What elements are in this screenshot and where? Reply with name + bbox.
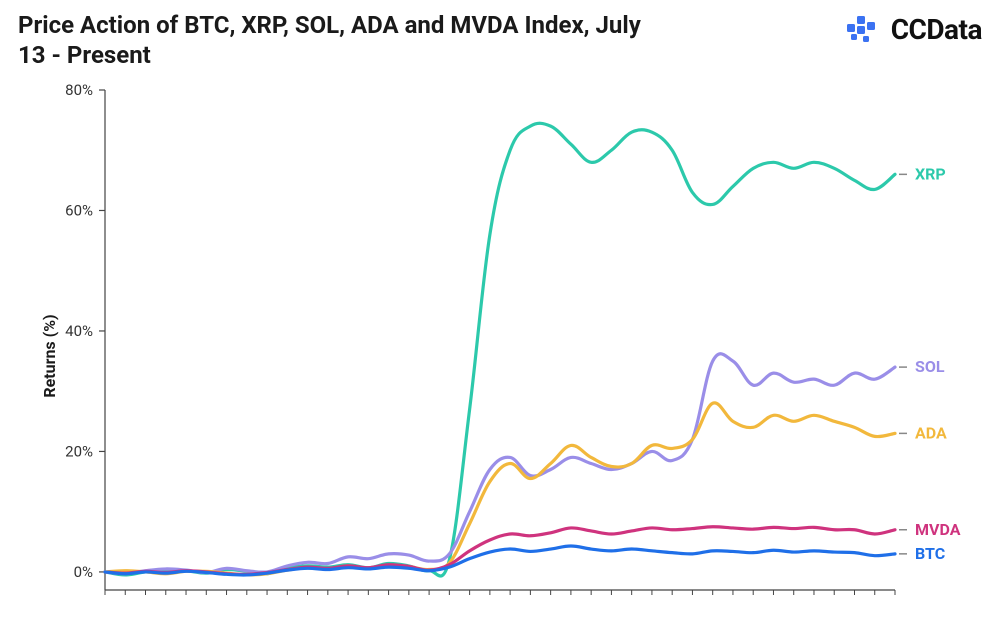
logo-icon (843, 12, 881, 46)
series-line-xrp (105, 123, 895, 576)
svg-text:80%: 80% (65, 81, 93, 99)
logo-text: CCData (891, 13, 982, 46)
chart-area: Returns (%) 0% 20% 40% 60% 80% XRP SOL ADA MVDA B… (0, 80, 1000, 632)
svg-text:0%: 0% (74, 563, 93, 581)
y-axis-label: Returns (%) (40, 314, 59, 397)
svg-text:40%: 40% (65, 322, 93, 340)
brand-logo: CCData (843, 12, 982, 46)
chart-title: Price Action of BTC, XRP, SOL, ADA and M… (18, 10, 658, 70)
series-line-sol (105, 354, 895, 574)
svg-text:20%: 20% (65, 442, 93, 460)
series-label-mvda: MVDA (915, 520, 961, 539)
series-label-ada: ADA (915, 423, 947, 442)
series-label-sol: SOL (915, 357, 945, 376)
series-label-xrp: XRP (915, 164, 946, 183)
svg-text:60%: 60% (65, 201, 93, 219)
series-label-btc: BTC (915, 544, 945, 563)
line-chart-svg: 0% 20% 40% 60% 80% XRP SOL ADA MVDA BTC (0, 80, 1000, 632)
